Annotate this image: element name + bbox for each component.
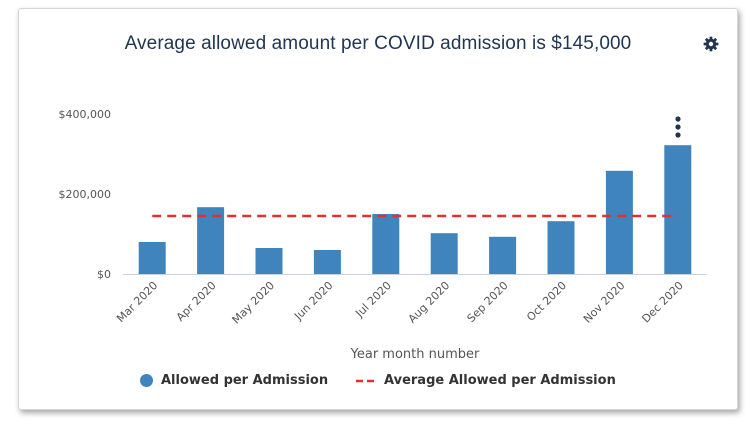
legend-dash-icon xyxy=(356,379,376,382)
vertical-dots-icon[interactable] xyxy=(671,115,685,139)
x-tick-label: Mar 2020 xyxy=(114,279,160,325)
x-tick-label: Jul 2020 xyxy=(352,279,394,321)
y-tick-label: $200,000 xyxy=(59,188,112,201)
x-tick-label: Oct 2020 xyxy=(524,279,569,324)
legend: Allowed per Admission Average Allowed pe… xyxy=(19,373,737,393)
bar[interactable] xyxy=(197,207,225,274)
bar[interactable] xyxy=(547,221,575,274)
bar[interactable] xyxy=(430,233,458,274)
x-tick-label: Apr 2020 xyxy=(174,279,219,324)
legend-item-bars[interactable]: Allowed per Admission xyxy=(140,373,328,388)
bar[interactable] xyxy=(372,214,400,274)
bar[interactable] xyxy=(138,242,166,274)
legend-label: Average Allowed per Admission xyxy=(384,373,616,388)
x-tick-label: Jun 2020 xyxy=(291,279,335,323)
y-tick-label: $0 xyxy=(97,268,111,281)
x-tick-label: Sep 2020 xyxy=(465,279,511,325)
bar-chart: $0 $200,000 $400,000 Mar 2020 Apr 2020 May 2… xyxy=(59,108,707,362)
bar[interactable] xyxy=(664,145,692,274)
bar[interactable] xyxy=(605,170,633,274)
chart-title: Average allowed amount per COVID admissi… xyxy=(124,33,632,54)
x-tick-label: May 2020 xyxy=(230,279,278,327)
x-tick-label: Aug 2020 xyxy=(406,279,453,326)
x-axis-title: Year month number xyxy=(350,347,480,362)
bar[interactable] xyxy=(313,250,341,274)
y-tick-label: $400,000 xyxy=(59,108,112,121)
legend-label: Allowed per Admission xyxy=(161,373,329,388)
bar[interactable] xyxy=(489,236,517,274)
x-tick-label: Dec 2020 xyxy=(639,279,686,326)
gear-icon[interactable] xyxy=(703,36,719,52)
bar[interactable] xyxy=(255,248,283,274)
legend-item-average[interactable]: Average Allowed per Admission xyxy=(355,373,616,388)
chart-card: Average allowed amount per COVID admissi… xyxy=(18,8,738,410)
legend-dot-icon xyxy=(140,374,153,387)
x-tick-label: Nov 2020 xyxy=(581,279,628,326)
